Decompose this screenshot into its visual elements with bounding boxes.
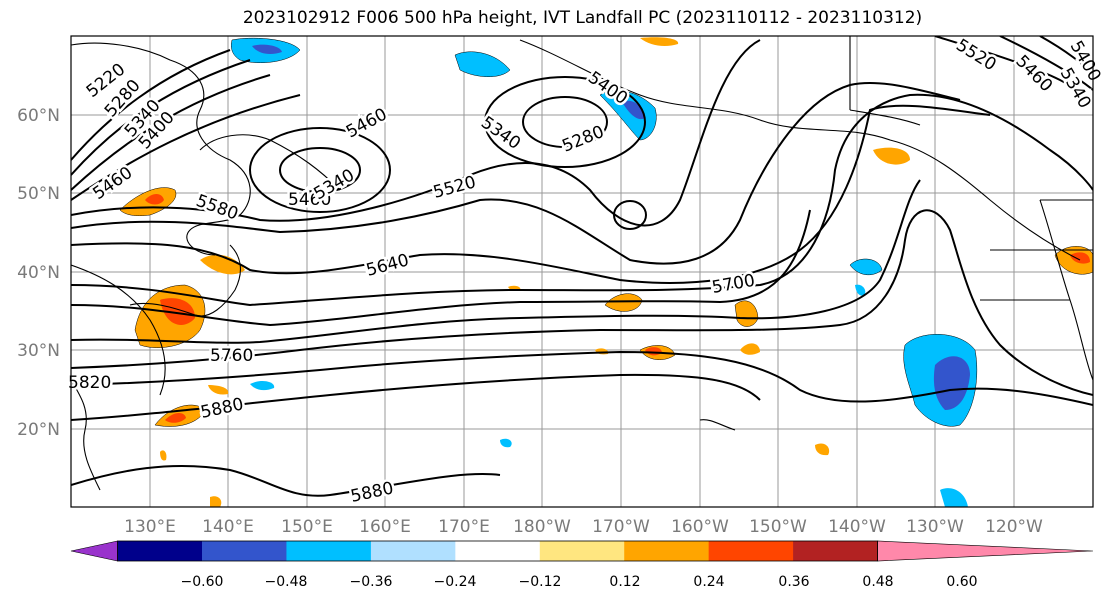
colorbar-extend-low (70, 540, 118, 562)
colorbar-segment (370, 541, 456, 561)
colorbar-tick-label: −0.12 (519, 574, 562, 590)
lon-label: 120°W (985, 517, 1043, 537)
figure-title: 2023102912 F006 500 hPa height, IVT Land… (242, 8, 923, 28)
lon-label: 140°W (828, 517, 886, 537)
lat-label: 60°N (17, 106, 60, 126)
lon-label: 160°E (359, 517, 411, 537)
contour-label: 5460 (288, 190, 331, 210)
lon-label: 150°E (281, 517, 333, 537)
colorbar-tick-label: −0.24 (434, 574, 477, 590)
colorbar-tick-label: 0.60 (946, 574, 977, 590)
lon-label: 160°W (671, 517, 729, 537)
colorbar-segment (455, 541, 541, 561)
colorbar-tick-label: 0.36 (778, 574, 809, 590)
longitude-labels: 130°E 140°E 150°E 160°E 170°E 180°W 170°… (124, 517, 1043, 537)
colorbar-tick-label: 0.24 (693, 574, 724, 590)
colorbar-tick-label: 0.12 (609, 574, 640, 590)
colorbar-segment (539, 541, 625, 561)
lat-label: 40°N (17, 263, 60, 283)
lat-label: 30°N (17, 341, 60, 361)
lon-label: 130°E (124, 517, 176, 537)
map-frame (70, 35, 1094, 508)
colorbar-border (117, 540, 878, 562)
latitude-labels: 60°N 50°N 40°N 30°N 20°N (17, 106, 60, 440)
colorbar-tick-label: 0.48 (862, 574, 893, 590)
colorbar-segment (286, 541, 372, 561)
lat-label: 20°N (17, 420, 60, 440)
lon-label: 150°W (749, 517, 807, 537)
colorbar (70, 540, 1094, 562)
lon-label: 130°W (906, 517, 964, 537)
colorbar-tick-label: −0.36 (350, 574, 393, 590)
height-contours (71, 36, 1093, 497)
colorbar-segment (202, 541, 287, 561)
lat-label: 50°N (17, 184, 60, 204)
colorbar-segment (117, 541, 203, 561)
colorbar-segment (708, 541, 794, 561)
ivt-positive-patches (119, 37, 1093, 507)
colorbar-segment (793, 541, 879, 561)
colorbar-segment (624, 541, 710, 561)
lon-label: 140°E (202, 517, 254, 537)
contour-label: 5760 (210, 346, 253, 366)
colorbar-tick-label: −0.60 (181, 574, 224, 590)
ivt-negative-patches (231, 37, 978, 507)
contour-label: 5820 (68, 373, 111, 393)
lon-label: 170°W (592, 517, 650, 537)
lon-label: 170°E (438, 517, 490, 537)
colorbar-ticks: −0.60 −0.48 −0.36 −0.24 −0.12 0.12 0.24 … (181, 574, 978, 590)
lon-label: 180°W (513, 517, 571, 537)
colorbar-extend-high (877, 540, 1094, 562)
colorbar-tick-label: −0.48 (265, 574, 308, 590)
